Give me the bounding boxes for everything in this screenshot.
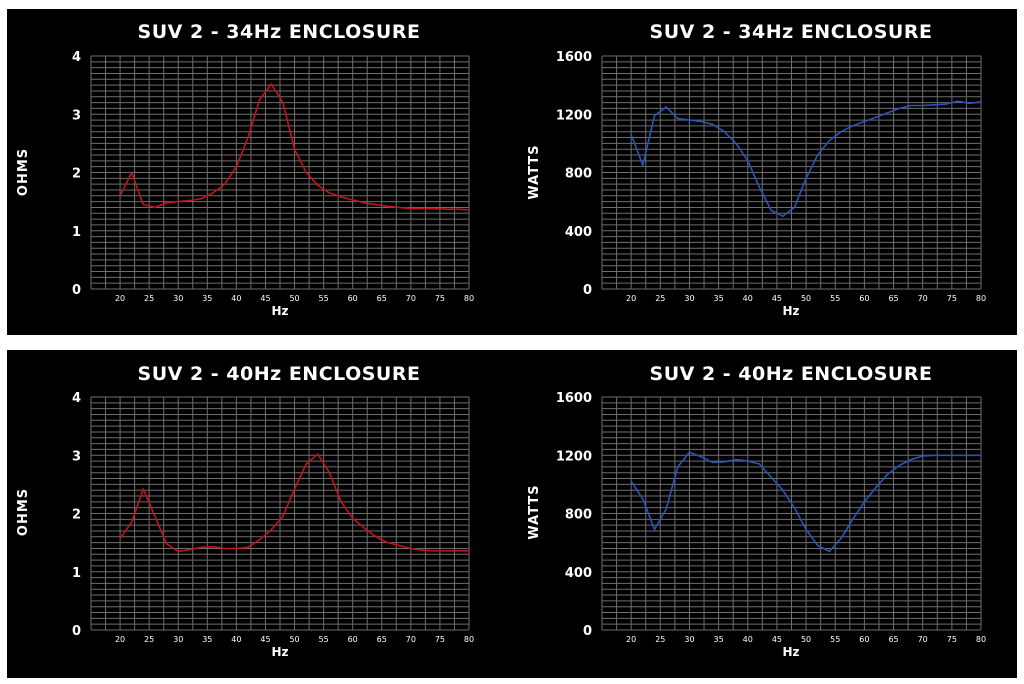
x-axis-label: Hz [271, 304, 288, 318]
x-tick-label: 45 [772, 635, 782, 644]
x-tick-label: 75 [435, 294, 445, 303]
x-tick-label: 40 [743, 294, 753, 303]
x-tick-label: 65 [377, 294, 387, 303]
x-tick-label: 30 [684, 635, 694, 644]
x-tick-label: 70 [406, 294, 416, 303]
x-tick-label: 30 [684, 294, 694, 303]
x-tick-label: 80 [464, 635, 474, 644]
y-tick-label: 1 [72, 566, 81, 581]
x-tick-label: 80 [464, 294, 474, 303]
series-line [630, 100, 982, 217]
x-tick-label: 25 [655, 635, 665, 644]
y-tick-label: 1 [72, 225, 81, 240]
y-axis-label: OHMS [16, 148, 31, 196]
series-line [119, 83, 470, 211]
x-tick-label: 20 [626, 294, 636, 303]
x-tick-label: 25 [655, 294, 665, 303]
y-tick-label: 4 [72, 50, 81, 65]
chart-40hz-power: SUV 2 - 40Hz ENCLOSURE WATTS Hz 0 400 800 1… [527, 363, 986, 659]
x-tick-label: 45 [260, 294, 270, 303]
x-tick-label: 20 [115, 635, 125, 644]
x-tick-label: 80 [976, 635, 986, 644]
x-tick-label: 50 [801, 294, 811, 303]
x-tick-label: 55 [319, 294, 329, 303]
chart-title: SUV 2 - 34Hz ENCLOSURE [650, 21, 933, 43]
y-tick-label: 0 [583, 624, 592, 639]
x-tick-label: 65 [888, 294, 898, 303]
x-tick-label: 60 [348, 635, 358, 644]
x-tick-label: 50 [289, 635, 299, 644]
x-tick-label: 65 [377, 635, 387, 644]
y-tick-label: 1600 [556, 50, 592, 65]
y-tick-label: 400 [565, 566, 592, 581]
x-tick-label: 75 [435, 635, 445, 644]
y-tick-label: 1600 [556, 391, 592, 406]
x-axis-label: Hz [782, 304, 799, 318]
x-tick-label: 70 [918, 635, 928, 644]
y-tick-label: 800 [565, 508, 592, 523]
x-tick-label: 35 [714, 635, 724, 644]
x-tick-label: 55 [830, 294, 840, 303]
x-tick-label: 45 [260, 635, 270, 644]
x-tick-label: 35 [202, 635, 212, 644]
y-tick-label: 4 [72, 391, 81, 406]
y-tick-label: 0 [72, 283, 81, 298]
series-line [630, 451, 981, 553]
x-tick-label: 50 [289, 294, 299, 303]
y-axis-label: OHMS [16, 488, 31, 536]
x-tick-label: 30 [173, 635, 183, 644]
x-tick-label: 60 [859, 294, 869, 303]
series-line [119, 453, 469, 553]
x-tick-label: 75 [947, 635, 957, 644]
chart-title: SUV 2 - 40Hz ENCLOSURE [138, 363, 421, 385]
y-tick-label: 0 [583, 283, 592, 298]
x-tick-label: 40 [231, 635, 241, 644]
x-tick-label: 40 [231, 294, 241, 303]
chart-34hz-impedance: SUV 2 - 34Hz ENCLOSURE OHMS Hz 0 1 2 3 4 20 25… [16, 21, 474, 318]
x-tick-label: 70 [918, 294, 928, 303]
y-tick-label: 2 [72, 508, 81, 523]
x-tick-label: 50 [801, 635, 811, 644]
x-tick-label: 20 [115, 294, 125, 303]
x-tick-label: 55 [830, 635, 840, 644]
y-axis-label: WATTS [527, 144, 542, 199]
x-axis-label: Hz [271, 645, 288, 659]
x-tick-label: 55 [319, 635, 329, 644]
x-tick-label: 45 [772, 294, 782, 303]
y-tick-label: 800 [565, 167, 592, 182]
chart-title: SUV 2 - 34Hz ENCLOSURE [138, 21, 421, 43]
x-tick-label: 25 [144, 294, 154, 303]
y-tick-label: 1200 [556, 108, 592, 123]
x-tick-label: 25 [144, 635, 154, 644]
y-tick-label: 3 [72, 449, 81, 464]
x-tick-label: 35 [202, 294, 212, 303]
x-tick-label: 65 [888, 635, 898, 644]
y-tick-label: 3 [72, 108, 81, 123]
x-tick-label: 70 [406, 635, 416, 644]
x-tick-label: 20 [626, 635, 636, 644]
x-tick-label: 35 [714, 294, 724, 303]
x-tick-label: 60 [859, 635, 869, 644]
x-tick-label: 30 [173, 294, 183, 303]
y-tick-label: 1200 [556, 449, 592, 464]
chart-title: SUV 2 - 40Hz ENCLOSURE [650, 363, 933, 385]
chart-34hz-power: SUV 2 - 34Hz ENCLOSURE WATTS Hz 0 400 800 1… [527, 21, 986, 318]
x-tick-label: 80 [976, 294, 986, 303]
chart-40hz-impedance: SUV 2 - 40Hz ENCLOSURE OHMS Hz 0 1 2 3 4 20 25… [16, 363, 474, 659]
y-axis-label: WATTS [527, 484, 542, 539]
x-axis-label: Hz [782, 645, 799, 659]
x-tick-label: 60 [348, 294, 358, 303]
y-tick-label: 0 [72, 624, 81, 639]
y-tick-label: 2 [72, 167, 81, 182]
x-tick-label: 75 [947, 294, 957, 303]
y-tick-label: 400 [565, 225, 592, 240]
x-tick-label: 40 [743, 635, 753, 644]
